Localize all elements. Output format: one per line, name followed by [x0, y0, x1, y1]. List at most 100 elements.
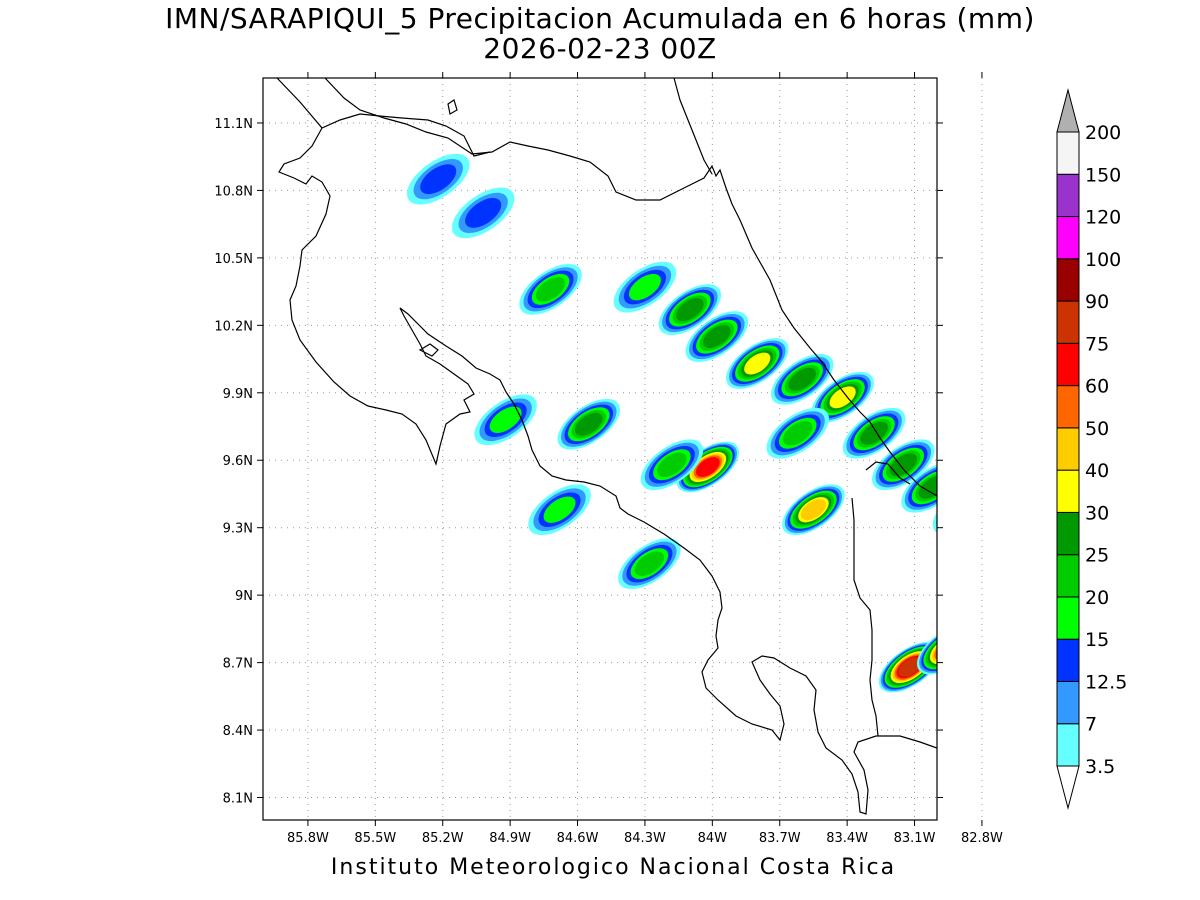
precip-cell	[726, 338, 789, 389]
precip-contour	[489, 406, 522, 433]
precip-contour	[998, 507, 1030, 536]
colorbar-level-label: 100	[1085, 249, 1121, 271]
precip-contour	[987, 577, 1058, 640]
chira-island	[418, 343, 439, 357]
precip-cell	[770, 353, 834, 405]
panama-border-north	[865, 461, 911, 485]
colorbar-level-label: 90	[1085, 291, 1109, 313]
lon-tick-label: 85.5W	[354, 831, 396, 846]
lat-tick-label: 9.9N	[223, 387, 253, 402]
precip-contour	[996, 585, 1049, 633]
precip-contour	[965, 353, 1045, 424]
colorbar-level-label: 150	[1085, 164, 1121, 186]
colorbar-swatch	[1056, 554, 1080, 598]
precip-cell	[618, 538, 681, 590]
lat-tick-label: 8.4N	[223, 724, 253, 739]
colorbar-swatch	[1056, 723, 1080, 767]
lat-tick-label: 9.3N	[223, 522, 253, 537]
map-axes: 85.8W 85.5W 85.2W 84.9W 84.6W 84.3W 84W 83.7W 83…	[214, 72, 1003, 846]
lat-tick-label: 9.6N	[223, 454, 253, 469]
precip-contour	[975, 630, 1034, 682]
precip-contour	[948, 686, 1007, 739]
colorbar-level-label: 120	[1085, 207, 1121, 229]
colorbar-level-label: 200	[1085, 122, 1121, 144]
lon-tick-label: 84W	[698, 831, 728, 846]
precip-contour	[986, 496, 1042, 546]
precip-contour	[983, 573, 1063, 644]
footer-credit: Instituto Meteorologico Nacional Costa R…	[330, 855, 897, 880]
colorbar: 3.5 7 12.5 15 20 25 30 40 50 60 75 90 100 120 150 200	[1056, 88, 1127, 810]
precip-cell	[974, 486, 1054, 557]
precip-contour	[980, 367, 1028, 410]
precip-contour	[942, 490, 986, 530]
precip-cell	[965, 620, 1045, 691]
colorbar-level-label: 75	[1085, 333, 1109, 355]
colorbar-swatch	[1056, 596, 1080, 640]
precip-cell	[640, 439, 704, 491]
precip-cell	[451, 187, 515, 239]
caribbean-coastline	[324, 78, 937, 497]
precip-contour	[995, 504, 1033, 538]
precip-cell	[811, 371, 874, 423]
precip-contour	[982, 701, 1026, 741]
precip-contour	[965, 686, 1045, 757]
precip-contour	[898, 657, 922, 677]
colorbar-swatch	[1056, 216, 1080, 260]
coastline	[276, 78, 937, 815]
lat-tick-label: 11.1N	[214, 117, 253, 132]
precip-contour	[980, 634, 1028, 677]
precip-contour	[918, 475, 937, 499]
map-subtitle-date: 2026-02-23 00Z	[483, 32, 717, 65]
map-title: IMN/SARAPIQUI_5 Precipitacion Acumulada …	[165, 2, 1035, 35]
precip-contour	[987, 705, 1023, 737]
colorbar-swatch	[1056, 638, 1080, 682]
precip-cell	[938, 677, 1018, 748]
precip-contour	[634, 551, 665, 576]
colorbar-over-triangle	[1056, 88, 1080, 133]
precip-contour	[829, 386, 856, 409]
precip-contour	[985, 639, 1023, 673]
colorbar-swatch	[1056, 300, 1080, 344]
precip-contour	[800, 499, 827, 521]
precip-contour	[992, 501, 1036, 540]
lat-tick-label: 8.7N	[223, 657, 253, 672]
precip-cell	[901, 461, 937, 513]
precip-contour	[991, 581, 1053, 636]
precip-contour	[978, 697, 1031, 745]
colorbar-level-label: 7	[1085, 714, 1097, 736]
precip-contour	[860, 421, 888, 445]
precip-cell	[658, 284, 722, 335]
colorbar-level-label: 12.5	[1085, 671, 1127, 693]
precip-cell	[842, 407, 906, 459]
colorbar-level-label: 40	[1085, 460, 1109, 482]
precip-cell	[965, 686, 1045, 757]
precip-contour	[628, 273, 661, 301]
lon-tick-label: 84.3W	[624, 831, 666, 846]
lat-tick-label: 10.2N	[214, 319, 253, 334]
precip-cell	[519, 263, 582, 315]
precip-cell	[676, 441, 740, 493]
precip-contour	[970, 357, 1039, 419]
precip-contour	[574, 412, 603, 436]
precip-contour	[937, 486, 990, 534]
precip-contour	[969, 690, 1040, 753]
lon-tick-label: 82.8W	[961, 831, 1003, 846]
precip-cell	[406, 153, 470, 205]
precip-cell	[474, 394, 537, 446]
precip-contour	[543, 496, 576, 523]
pacific-coastline	[276, 78, 937, 815]
precip-contour	[703, 325, 731, 349]
precip-contour	[970, 625, 1039, 687]
precip-contour	[980, 491, 1048, 551]
precip-contour	[1000, 589, 1044, 629]
colorbar-level-label: 3.5	[1085, 756, 1115, 778]
colorbar-level-label: 25	[1085, 545, 1109, 567]
precip-contour	[983, 493, 1045, 548]
precip-contour	[977, 488, 1051, 554]
bocas-island	[447, 99, 458, 115]
colorbar-swatch	[1056, 131, 1080, 175]
precip-contour	[938, 677, 1018, 748]
nicaragua-border	[321, 113, 491, 157]
lon-tick-label: 85.8W	[287, 831, 329, 846]
